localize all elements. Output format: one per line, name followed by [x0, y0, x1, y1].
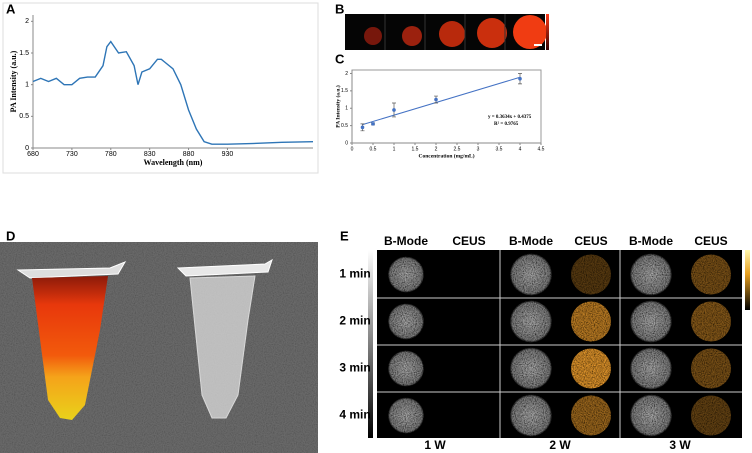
column-header: CEUS — [574, 234, 607, 248]
x-tick-label: 4 — [519, 146, 522, 152]
bmode-image — [388, 397, 424, 434]
ceus-image — [571, 348, 611, 389]
ceus-image — [571, 395, 611, 436]
bmode-image — [510, 300, 552, 343]
point — [371, 122, 375, 126]
column-header: CEUS — [452, 234, 485, 248]
y-tick-label: 2 — [345, 71, 348, 77]
bmode-image — [388, 350, 424, 387]
x-tick-label: 0 — [351, 146, 354, 152]
point — [434, 97, 438, 102]
charts: 0 0.5 1 1.5 2 680 730 780 830 880 930 Wavelength (n… — [9, 15, 545, 167]
x-tick-label: 1 — [393, 146, 396, 152]
bmode-image — [630, 394, 672, 437]
x-tick-label: 830 — [144, 151, 156, 158]
group-label: 1 W — [424, 438, 446, 452]
x-tick-label: 1.5 — [412, 146, 419, 152]
spectrum-line — [32, 40, 314, 145]
bmode-image — [630, 347, 672, 390]
x-tick-label: 0.5 — [370, 146, 377, 152]
bmode-image — [510, 394, 552, 437]
x-tick-label: 3 — [477, 146, 480, 152]
y-axis-title: PA Intensity (a.u.) — [334, 85, 341, 128]
tube-photo — [0, 242, 318, 453]
column-header: B-Mode — [384, 234, 428, 248]
y-tick-label: 1.5 — [341, 88, 348, 94]
column-header: B-Mode — [629, 234, 673, 248]
point — [360, 125, 365, 130]
x-tick-label: 3.5 — [496, 146, 503, 152]
x-tick-label: 2 — [435, 146, 438, 152]
y-tick-label: 0.5 — [341, 123, 348, 129]
row-label: 2 min — [339, 314, 370, 328]
bmode-image — [630, 253, 672, 296]
x-tick-label: 880 — [183, 151, 195, 158]
point — [518, 76, 522, 81]
column-header: CEUS — [694, 234, 727, 248]
fit-line — [362, 76, 521, 126]
group-label: 2 W — [549, 438, 571, 452]
ceus-image — [571, 254, 611, 295]
column-header: B-Mode — [509, 234, 553, 248]
y-tick-label: 0 — [25, 145, 29, 152]
panel-label: C — [335, 51, 345, 66]
fit-equation: y = 0.3634x + 0.4375 — [488, 115, 532, 120]
plot-frame — [351, 69, 542, 144]
point — [392, 108, 396, 112]
panel-label: D — [6, 228, 15, 243]
row-label: 3 min — [339, 361, 370, 375]
ceus-image — [691, 395, 731, 436]
ultrasound-grid: B-Mode CEUS B-Mode CEUS B-Mode CEUS 1 min 2 min… — [339, 234, 750, 452]
panel-label: B — [335, 1, 344, 16]
y-tick-label: 0.5 — [19, 113, 29, 120]
bmode-image — [510, 347, 552, 390]
ceus-image — [571, 301, 611, 342]
x-tick-label: 2.5 — [454, 146, 461, 152]
panel-frame — [2, 2, 319, 174]
x-axis-title: Concentration (mg/mL) — [418, 152, 474, 159]
pa-images — [345, 14, 549, 50]
y-tick-label: 1.5 — [19, 50, 29, 57]
bmode-image — [388, 303, 424, 340]
panel-label: A — [6, 1, 16, 16]
row-label: 1 min — [339, 267, 370, 281]
y-axis-title: PA Intensity (a.u.) — [9, 50, 18, 112]
bmode-image — [630, 300, 672, 343]
ceus-image — [691, 254, 731, 295]
x-tick-label: 780 — [105, 151, 117, 158]
x-tick-label: 4.5 — [538, 146, 545, 152]
y-tick-label: 1 — [345, 106, 348, 112]
x-tick-label: 730 — [66, 151, 78, 158]
bmode-image — [388, 256, 424, 293]
x-axis-title: Wavelength (nm) — [144, 158, 203, 167]
bmode-image — [510, 253, 552, 296]
y-tick-label: 2 — [25, 18, 29, 25]
panel-label: E — [340, 228, 349, 243]
x-tick-label: 930 — [222, 151, 234, 158]
ceus-image — [691, 301, 731, 342]
fit-r2: R² = 0.9765 — [494, 121, 519, 127]
x-tick-label: 680 — [27, 151, 39, 158]
ceus-image — [691, 348, 731, 389]
group-label: 3 W — [669, 438, 691, 452]
y-tick-label: 0 — [345, 140, 348, 146]
y-tick-label: 1 — [25, 82, 29, 89]
row-label: 4 min — [339, 408, 370, 422]
